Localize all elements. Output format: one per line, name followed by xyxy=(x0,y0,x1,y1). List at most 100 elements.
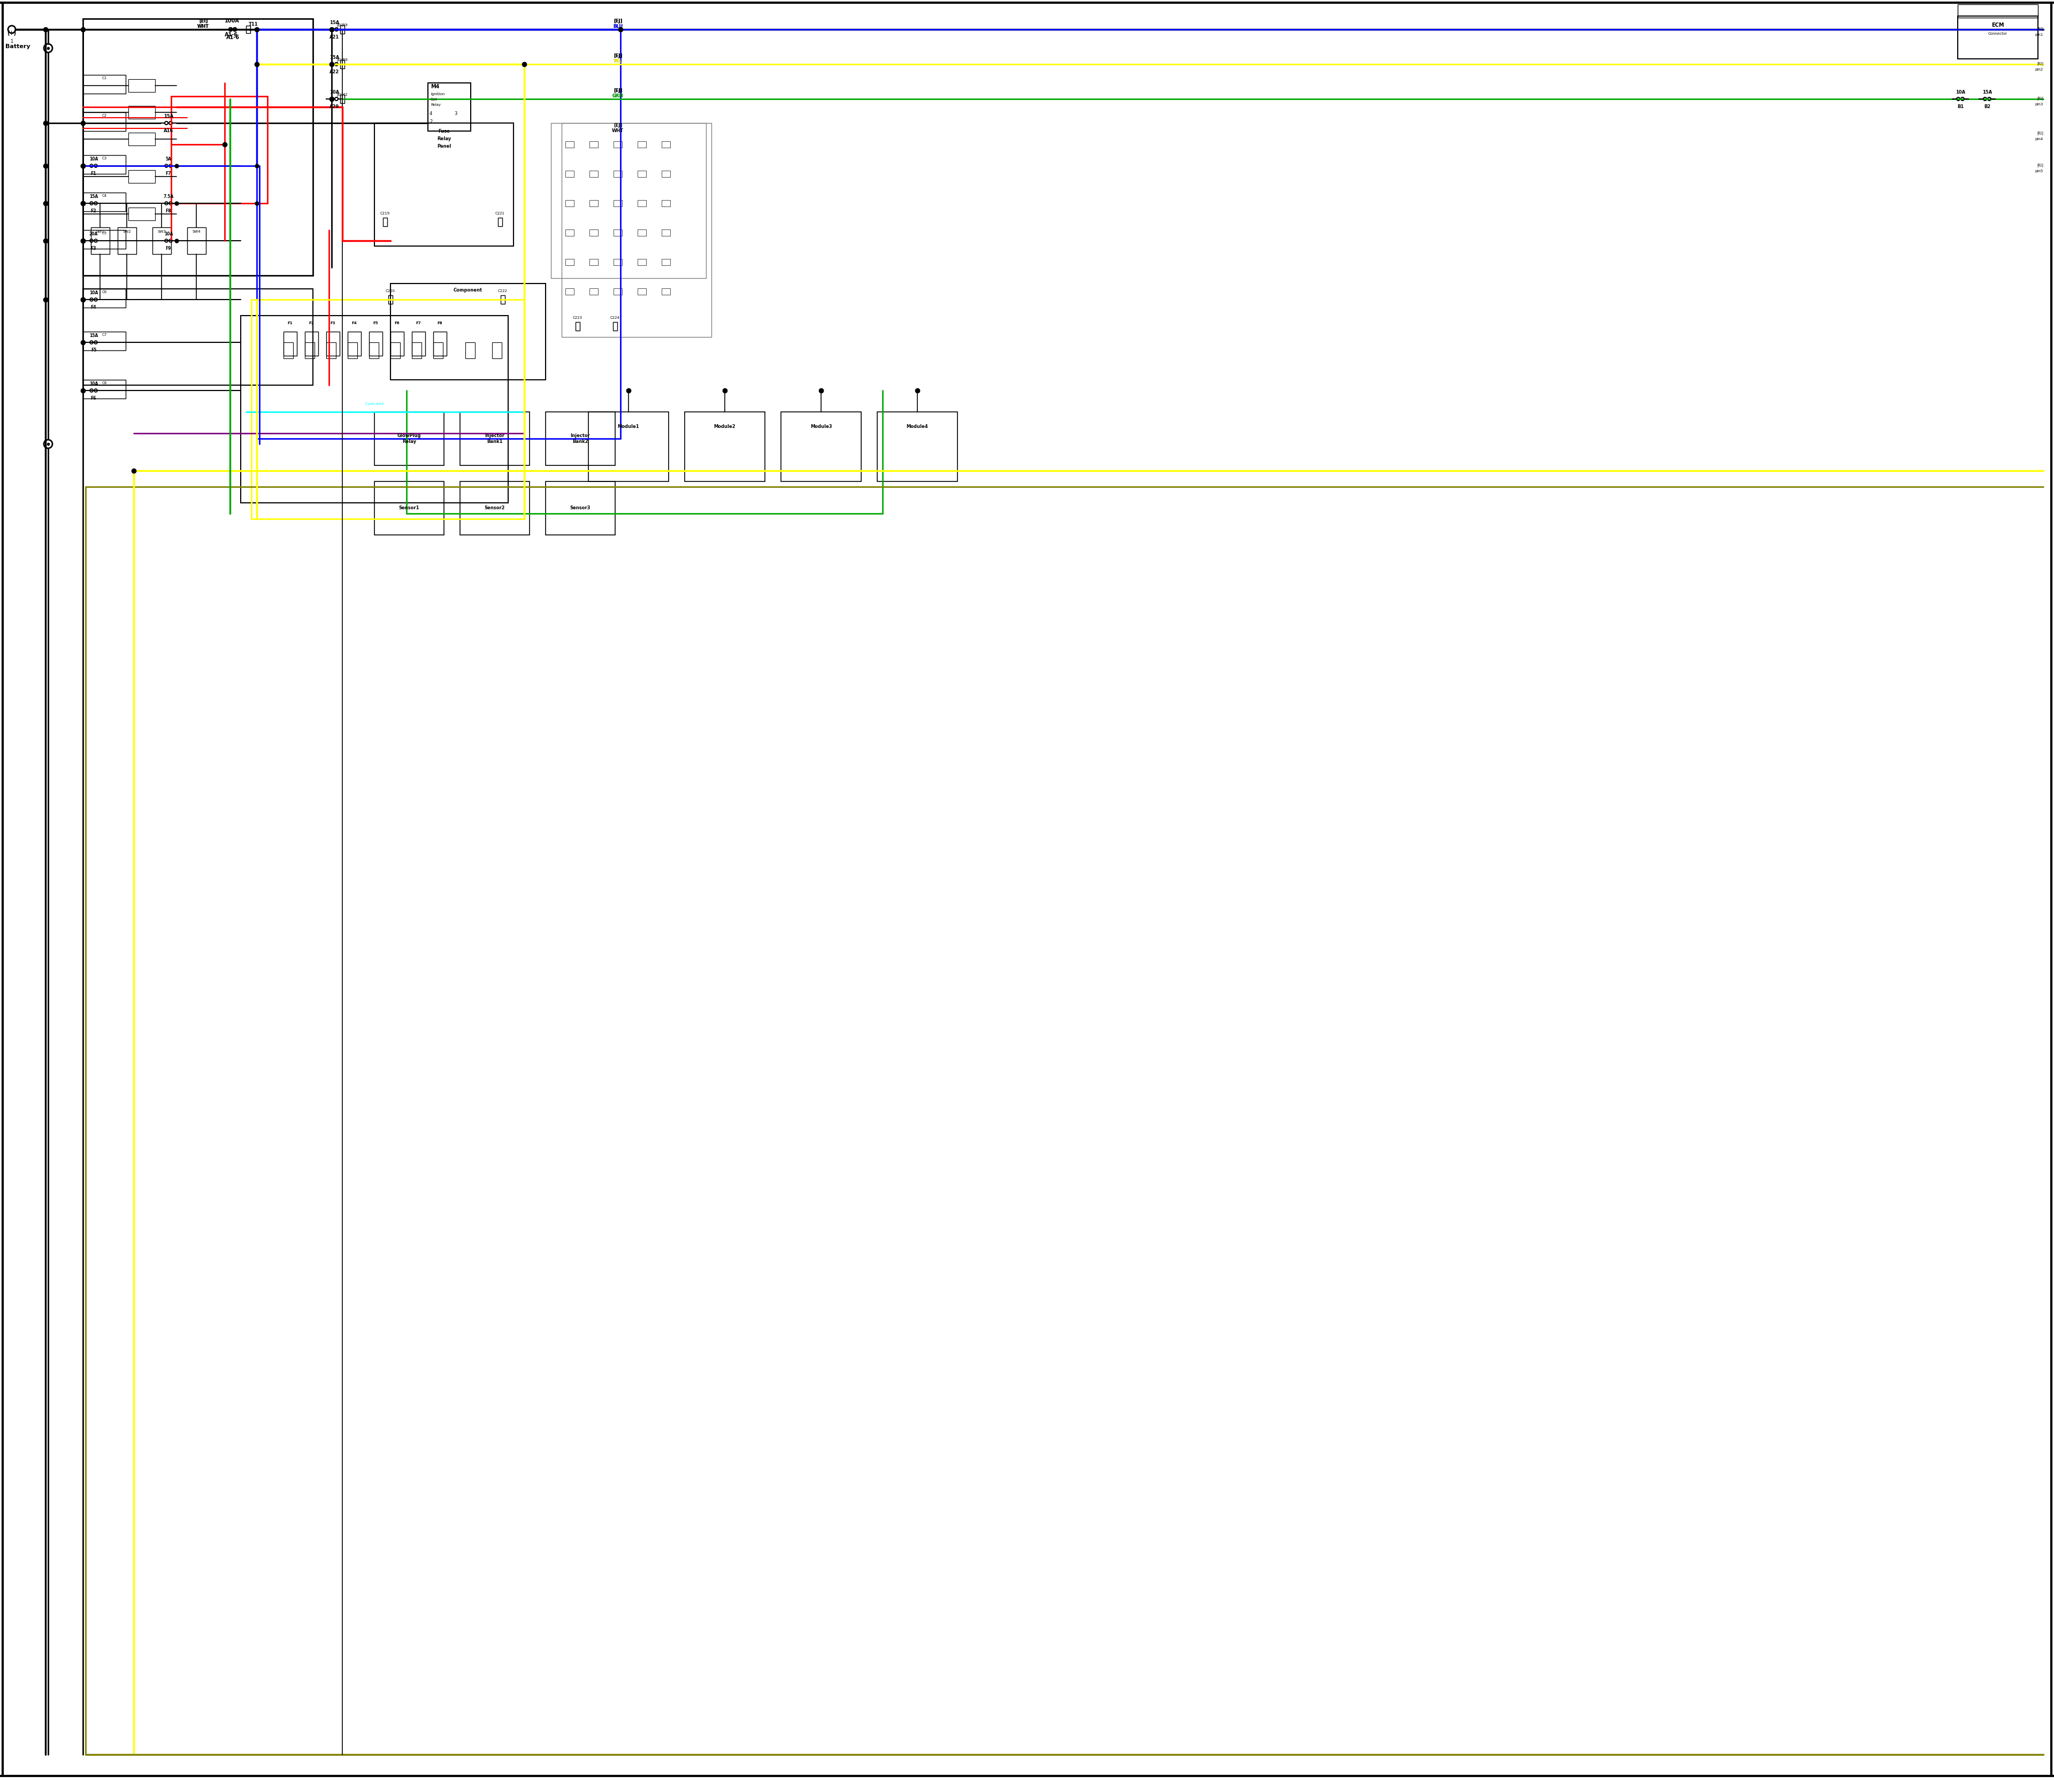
Text: F8: F8 xyxy=(438,321,442,324)
Bar xyxy=(90,228,109,254)
Text: Module3: Module3 xyxy=(809,425,832,428)
Text: F8: F8 xyxy=(166,208,170,213)
Bar xyxy=(82,75,125,93)
Text: pin4: pin4 xyxy=(2036,138,2044,142)
Text: F3: F3 xyxy=(90,246,97,251)
Bar xyxy=(589,289,598,294)
Text: Relay: Relay xyxy=(431,104,442,106)
Bar xyxy=(614,289,622,294)
Bar xyxy=(327,332,339,357)
Text: SW3: SW3 xyxy=(158,229,166,233)
Bar xyxy=(565,258,573,265)
Text: Panel: Panel xyxy=(438,143,452,149)
Bar xyxy=(614,142,622,147)
Bar xyxy=(283,342,294,358)
Text: 15A: 15A xyxy=(88,333,99,339)
Text: (+): (+) xyxy=(6,30,16,36)
Bar xyxy=(82,113,125,131)
Bar xyxy=(117,228,136,254)
Bar xyxy=(152,228,170,254)
Bar xyxy=(304,332,318,357)
Bar xyxy=(413,342,421,358)
Text: 15A: 15A xyxy=(1982,90,1992,95)
Text: BLU: BLU xyxy=(612,23,622,29)
Bar xyxy=(390,342,401,358)
Text: 1: 1 xyxy=(249,29,251,32)
Text: F4: F4 xyxy=(351,321,357,324)
Bar xyxy=(460,482,530,536)
Text: F7: F7 xyxy=(166,172,170,176)
Text: F1: F1 xyxy=(90,172,97,176)
Bar xyxy=(374,412,444,466)
Text: F5: F5 xyxy=(90,348,97,353)
Bar xyxy=(374,124,514,246)
Bar xyxy=(589,170,598,177)
Bar xyxy=(661,170,670,177)
Bar xyxy=(589,258,598,265)
Text: Cyan wire: Cyan wire xyxy=(366,401,384,405)
Bar xyxy=(370,332,382,357)
Bar xyxy=(433,342,444,358)
Bar xyxy=(127,208,156,220)
Text: Ignition: Ignition xyxy=(431,93,446,95)
Bar xyxy=(501,296,505,305)
Text: GRN: GRN xyxy=(612,93,622,99)
Bar xyxy=(565,142,573,147)
Text: F7: F7 xyxy=(415,321,421,324)
Bar xyxy=(637,201,647,206)
Text: 10A: 10A xyxy=(88,290,99,296)
Bar xyxy=(637,289,647,294)
Bar xyxy=(304,342,314,358)
Text: F9: F9 xyxy=(166,246,170,251)
Text: 15A: 15A xyxy=(329,56,339,59)
Text: F6: F6 xyxy=(394,321,398,324)
Text: C6: C6 xyxy=(103,290,107,294)
Bar xyxy=(382,217,388,226)
Bar xyxy=(82,18,312,276)
Text: 7.5A: 7.5A xyxy=(164,194,175,199)
Bar xyxy=(347,342,357,358)
Bar xyxy=(637,258,647,265)
Text: [EJ]59: [EJ]59 xyxy=(337,57,347,61)
Text: [EI]: [EI] xyxy=(199,18,207,23)
Bar xyxy=(327,342,337,358)
Text: [EJ]: [EJ] xyxy=(2038,61,2044,65)
Bar xyxy=(565,170,573,177)
Text: A22: A22 xyxy=(329,70,339,73)
Text: Module4: Module4 xyxy=(906,425,928,428)
Text: B1: B1 xyxy=(1957,104,1964,109)
Text: Coil: Coil xyxy=(431,99,438,100)
Text: F5: F5 xyxy=(374,321,378,324)
Bar xyxy=(127,170,156,183)
Text: Sensor3: Sensor3 xyxy=(571,505,592,511)
Text: F4: F4 xyxy=(90,305,97,310)
Text: Injector
Bank2: Injector Bank2 xyxy=(571,434,589,444)
Text: C223: C223 xyxy=(573,315,583,319)
Bar xyxy=(374,482,444,536)
Text: [EJ]: [EJ] xyxy=(2038,27,2044,30)
Bar xyxy=(877,412,957,482)
Text: F3: F3 xyxy=(331,321,335,324)
Text: Battery: Battery xyxy=(6,43,31,48)
Bar xyxy=(546,412,614,466)
Bar xyxy=(493,342,501,358)
Bar xyxy=(82,289,312,385)
Text: [EJ]42: [EJ]42 xyxy=(337,93,347,97)
Bar xyxy=(82,229,125,249)
Text: Connector: Connector xyxy=(1988,32,2007,36)
Text: F6: F6 xyxy=(90,396,97,401)
Bar xyxy=(347,332,362,357)
Bar xyxy=(589,229,598,237)
Text: pin3: pin3 xyxy=(2036,102,2044,106)
Text: C1: C1 xyxy=(103,77,107,79)
Bar xyxy=(466,342,474,358)
Bar xyxy=(550,124,707,278)
Text: A16: A16 xyxy=(164,129,173,133)
Text: Component: Component xyxy=(454,289,483,292)
Text: [EJ]: [EJ] xyxy=(614,18,622,23)
Text: [EJ]59: [EJ]59 xyxy=(337,23,347,27)
Text: 15A: 15A xyxy=(329,20,339,25)
Text: 5A: 5A xyxy=(166,156,170,161)
Text: C221: C221 xyxy=(495,211,505,215)
Bar xyxy=(661,289,670,294)
